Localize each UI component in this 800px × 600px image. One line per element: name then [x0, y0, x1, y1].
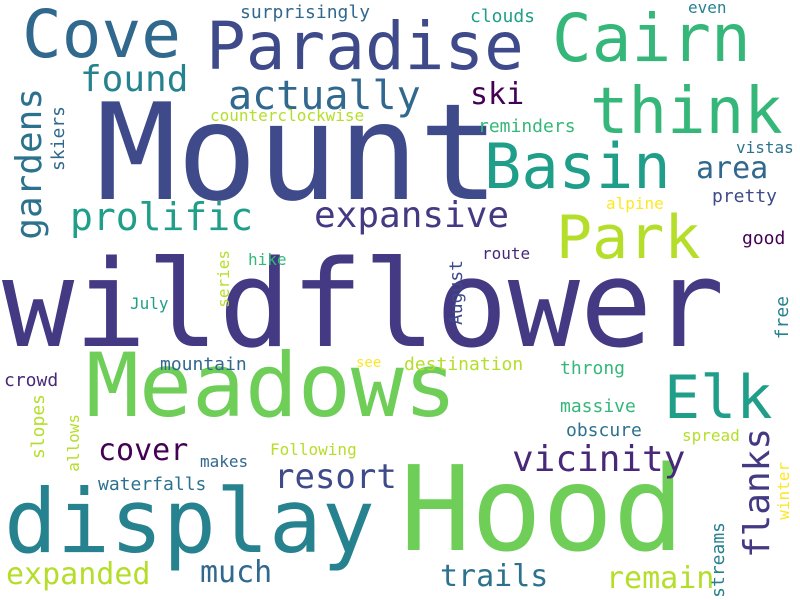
word-much: much	[200, 555, 273, 590]
word-actually: actually	[228, 73, 421, 119]
word-following: Following	[270, 440, 357, 459]
word-hood: Hood	[400, 440, 685, 578]
word-alpine: alpine	[606, 194, 664, 213]
word-pretty: pretty	[712, 186, 778, 207]
word-basin: Basin	[484, 130, 671, 203]
word-obscure: obscure	[566, 420, 642, 441]
word-even: even	[688, 0, 727, 17]
word-destination: destination	[404, 354, 524, 375]
word-hike: hike	[248, 250, 287, 269]
word-throng: throng	[560, 358, 626, 379]
word-makes: makes	[200, 452, 249, 471]
word-reminders: reminders	[478, 116, 576, 137]
word-display: display	[4, 470, 375, 573]
word-gardens: gardens	[9, 88, 50, 240]
word-clouds: clouds	[470, 6, 536, 27]
word-waterfalls: waterfalls	[98, 474, 207, 495]
word-cairn: Cairn	[552, 0, 751, 77]
word-counterclockwise: counterclockwise	[210, 106, 365, 125]
word-prolific: prolific	[70, 195, 254, 239]
word-july: July	[130, 294, 169, 313]
word-cove: Cove	[22, 0, 181, 73]
word-vicinity: vicinity	[512, 439, 686, 480]
word-series: series	[214, 250, 233, 308]
word-allows: allows	[64, 414, 83, 472]
word-resort: resort	[274, 457, 397, 497]
word-winter: winter	[774, 462, 793, 520]
word-slopes: slopes	[28, 394, 49, 460]
word-see: see	[356, 355, 382, 371]
word-flanks: flanks	[737, 428, 778, 559]
word-mount: Mount	[96, 75, 500, 231]
word-free: free	[772, 296, 793, 340]
word-skiers: skiers	[48, 106, 69, 172]
word-trails: trails	[440, 559, 549, 594]
word-ski: ski	[470, 77, 525, 112]
word-remain: remain	[606, 561, 715, 596]
word-park: Park	[556, 203, 701, 273]
word-area: area	[696, 151, 769, 186]
word-found: found	[80, 59, 189, 100]
word-meadows: Meadows	[86, 334, 457, 437]
word-expansive: expansive	[314, 195, 510, 236]
word-surprisingly: surprisingly	[240, 2, 371, 23]
word-august: August	[446, 260, 467, 326]
word-paradise: Paradise	[206, 8, 524, 85]
word-streams: streams	[708, 522, 729, 598]
word-wildflower: wildflower	[2, 236, 725, 375]
word-elk: Elk	[664, 363, 773, 433]
word-cover: cover	[98, 433, 189, 468]
word-good: good	[742, 228, 786, 249]
word-spread: spread	[682, 426, 740, 445]
word-route: route	[482, 244, 531, 263]
word-massive: massive	[560, 396, 636, 417]
word-think: think	[590, 75, 783, 149]
word-vistas: vistas	[736, 138, 794, 157]
word-crowd: crowd	[4, 370, 59, 391]
word-mountain: mountain	[160, 354, 247, 375]
word-expanded: expanded	[6, 557, 151, 592]
